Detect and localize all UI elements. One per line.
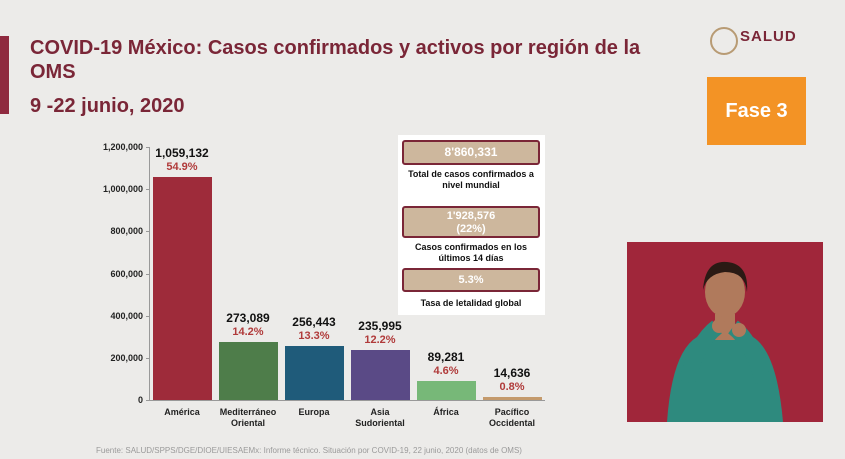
y-tick — [146, 357, 149, 359]
x-axis — [149, 400, 545, 401]
y-tick-label: 200,000 — [110, 352, 143, 363]
title: COVID-19 México: Casos confirmados y act… — [30, 37, 641, 83]
accent-strip — [0, 36, 9, 114]
y-tick — [146, 147, 149, 148]
info-value: 5.3% — [402, 268, 540, 292]
y-tick-label: 1,000,000 — [102, 184, 143, 195]
percent-label: 54.9% — [166, 160, 198, 173]
x-tick-label: Asia Sudoriental — [355, 407, 405, 428]
percent-label: 0.8% — [499, 380, 525, 393]
phase-badge: Fase 3 — [707, 77, 806, 145]
y-axis — [149, 147, 150, 400]
y-tick — [146, 273, 149, 275]
percent-label: 12.2% — [364, 334, 396, 347]
bar — [284, 345, 344, 400]
y-tick-label: 400,000 — [110, 310, 143, 321]
y-tick — [146, 189, 149, 191]
percent-label: 14.2% — [232, 326, 264, 339]
source-note: Fuente: SALUD/SPPS/DGE/DIOE/UIESAEMx: In… — [96, 446, 522, 455]
bar — [350, 350, 410, 400]
x-tick-label: África — [433, 407, 459, 417]
y-tick-label: 800,000 — [110, 226, 143, 237]
bar — [482, 396, 542, 400]
bar — [416, 381, 476, 400]
x-tick-label: Mediterráneo Oriental — [219, 407, 277, 428]
info-value: 1'928,576 — [446, 210, 496, 222]
value-label: 14,636 — [493, 365, 531, 380]
percent-label: 13.3% — [298, 329, 330, 342]
info-label: Casos confirmados en los últimos 14 días — [414, 242, 528, 263]
info-label: Tasa de letalidad global — [420, 298, 522, 308]
percent-label: 4.6% — [433, 365, 459, 378]
value-label: 256,443 — [292, 314, 336, 329]
x-tick-label: Pacífico Occidental — [488, 407, 535, 428]
x-tick-label: América — [164, 407, 200, 417]
y-tick-label: 0 — [137, 395, 143, 405]
info-share: (22%) — [456, 223, 486, 235]
x-tick-label: Europa — [298, 407, 330, 417]
info-value: 8'860,331 — [402, 140, 540, 165]
y-tick — [146, 315, 149, 317]
interpreter-video — [627, 242, 823, 422]
value-label: 235,995 — [358, 319, 402, 334]
logo-emblem — [710, 27, 738, 55]
bar — [218, 342, 278, 400]
y-tick — [146, 231, 149, 233]
y-tick-label: 600,000 — [110, 268, 143, 279]
bar — [152, 176, 212, 400]
y-tick-label: 1,200,000 — [102, 142, 143, 152]
logo: SALUD — [740, 28, 797, 45]
subtitle: 9 -22 junio, 2020 — [30, 95, 185, 117]
info-box: 1'928,576 (22%) — [402, 206, 540, 238]
value-label: 1,059,132 — [155, 145, 209, 160]
interpreter-figure — [667, 261, 783, 422]
y-tick — [146, 400, 149, 401]
value-label: 89,281 — [427, 350, 465, 365]
value-label: 273,089 — [226, 311, 270, 326]
info-label: Total de casos confirmados a nivel mundi… — [408, 169, 534, 190]
